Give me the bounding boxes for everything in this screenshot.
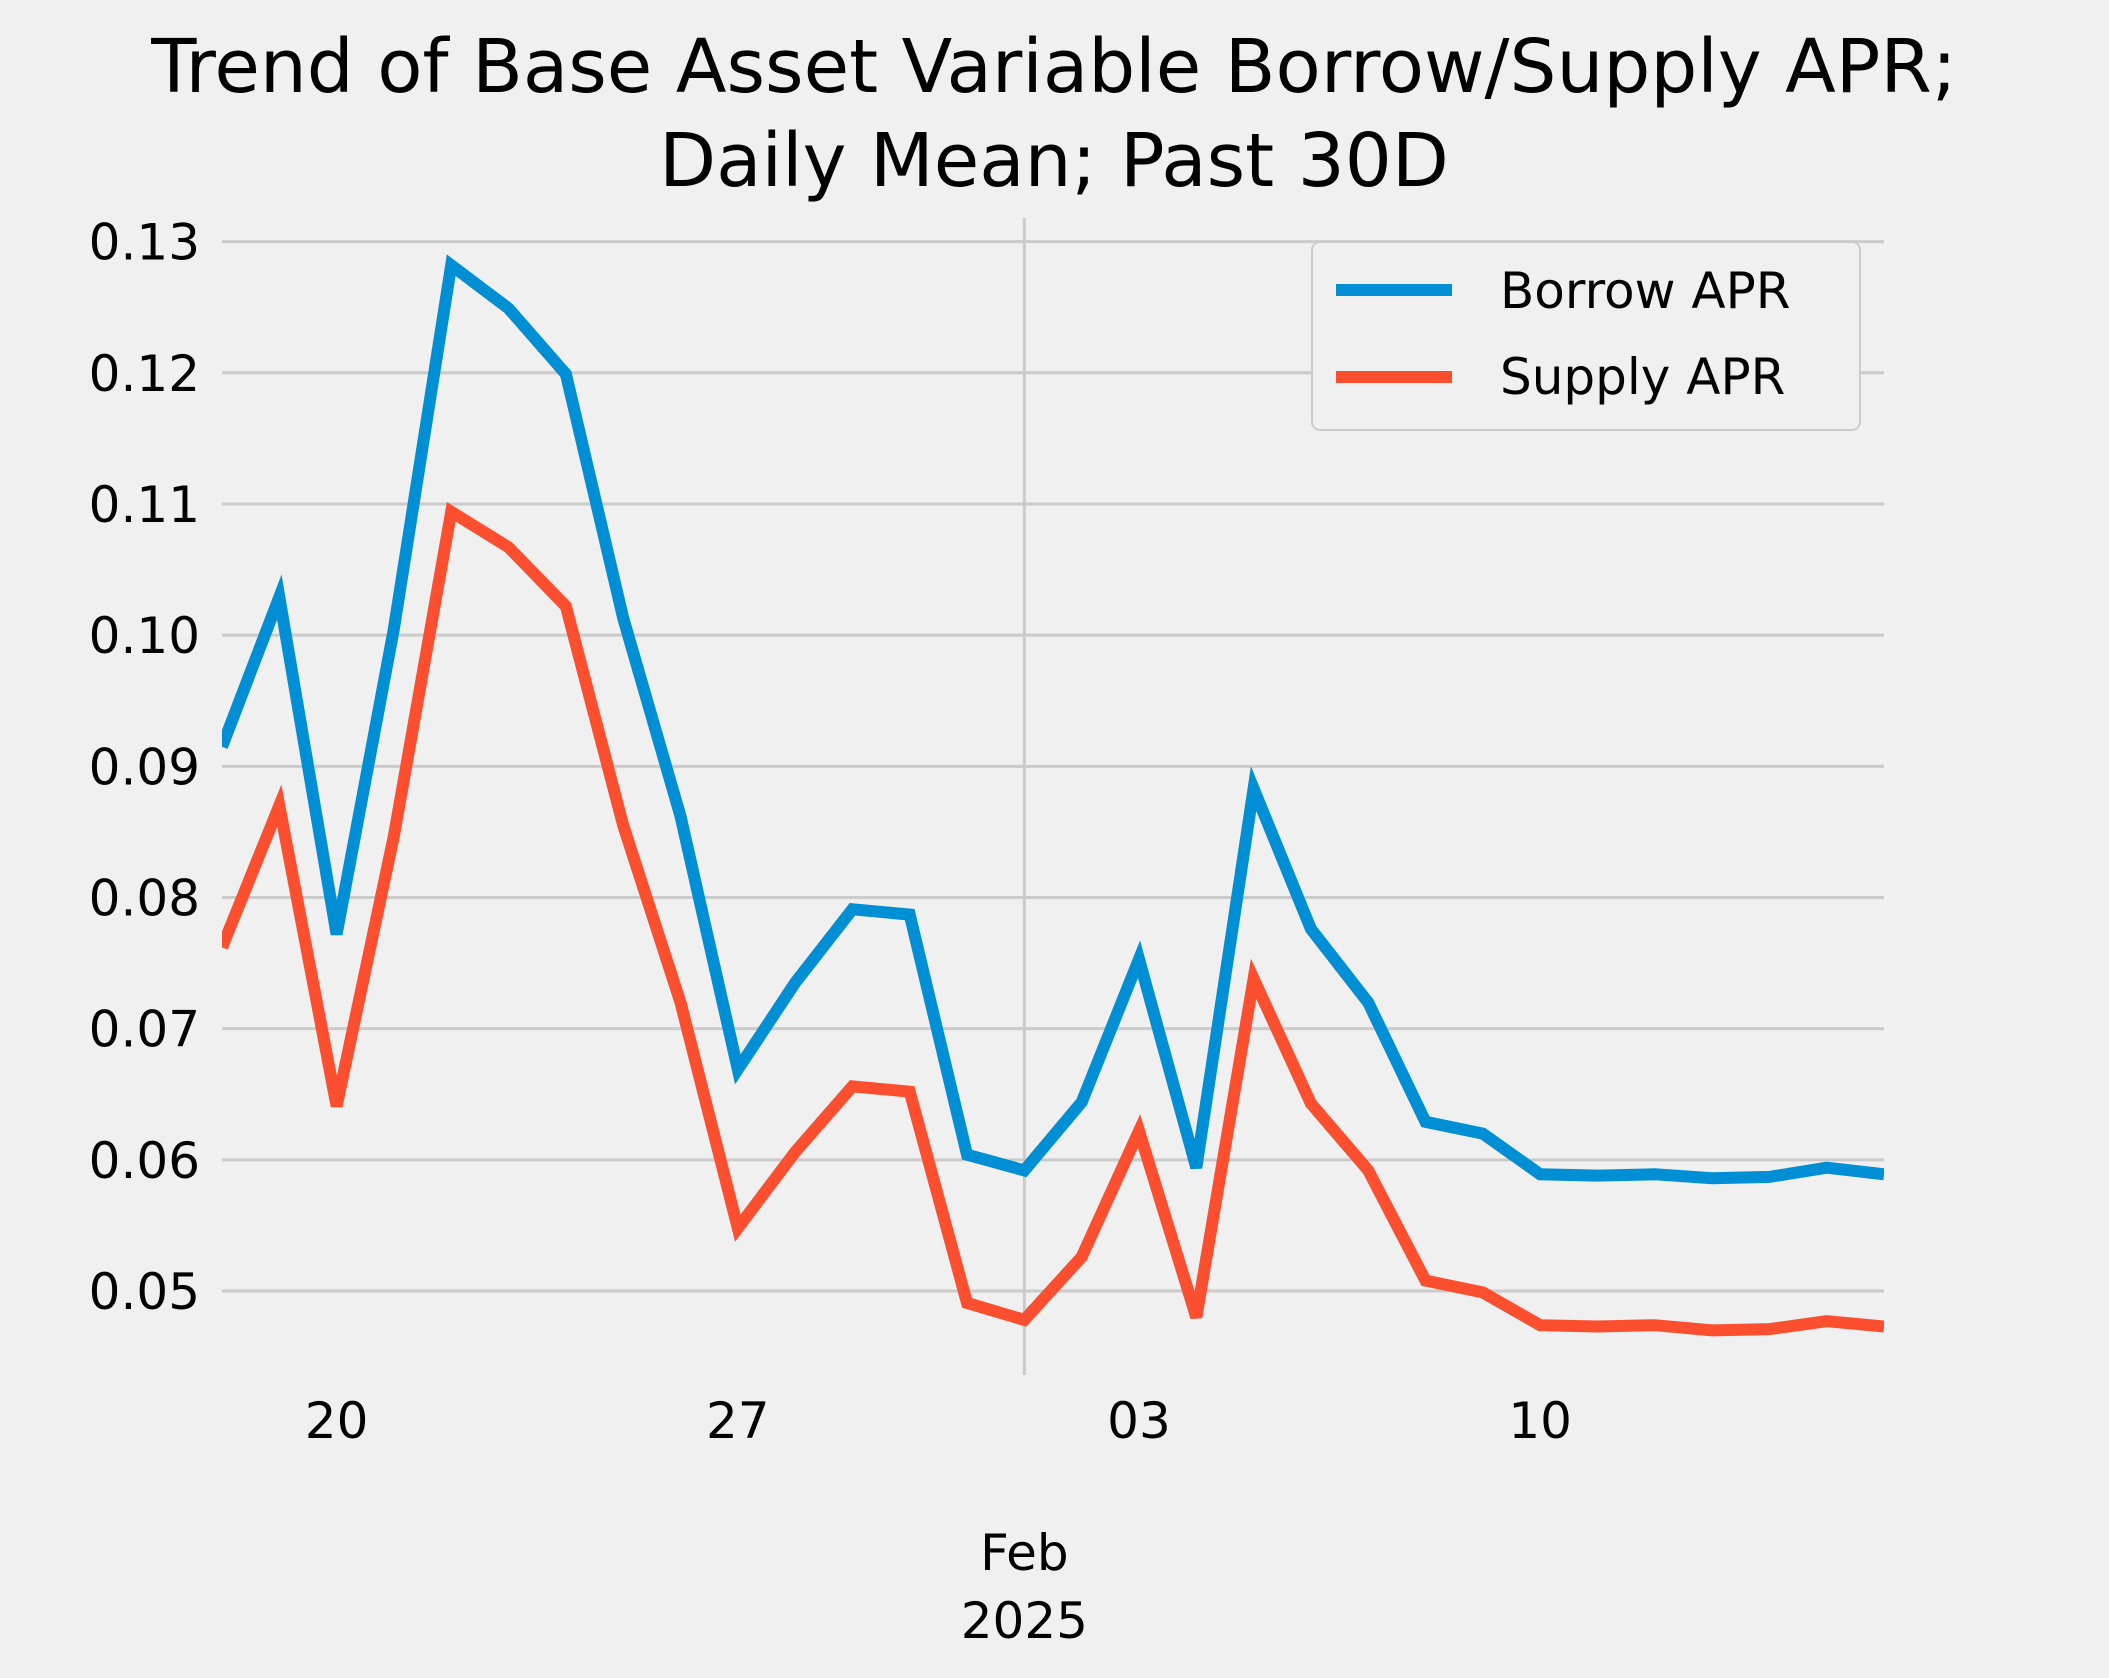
chart-title-line-1: Trend of Base Asset Variable Borrow/Supp… xyxy=(150,24,1957,110)
x-tick-label: 27 xyxy=(706,1392,770,1450)
x-month-label: Feb xyxy=(980,1524,1069,1582)
x-year-label: 2025 xyxy=(961,1592,1088,1650)
x-tick-label: 03 xyxy=(1107,1392,1171,1450)
series-line-borrow-apr xyxy=(222,254,1884,1185)
x-tick-label: 10 xyxy=(1508,1392,1572,1450)
x-tick-label: 20 xyxy=(305,1392,369,1450)
legend-label-borrow-apr: Borrow APR xyxy=(1500,262,1791,320)
y-tick-label: 0.07 xyxy=(89,1001,200,1059)
y-tick-label: 0.11 xyxy=(89,476,200,534)
y-tick-label: 0.13 xyxy=(89,214,200,272)
series-lines xyxy=(222,254,1884,1337)
grid-lines xyxy=(222,218,1884,1375)
y-tick-label: 0.05 xyxy=(89,1263,200,1321)
y-tick-label: 0.09 xyxy=(89,738,200,796)
x-axis-tick-labels: Feb 2025 20 27 03 10 xyxy=(305,1392,1572,1650)
y-tick-label: 0.08 xyxy=(89,870,200,928)
y-tick-label: 0.06 xyxy=(89,1132,200,1190)
legend: Borrow APR Supply APR xyxy=(1311,241,1861,431)
y-tick-label: 0.12 xyxy=(89,345,200,403)
y-axis-tick-labels: 0.05 0.06 0.07 0.08 0.09 0.10 0.11 0.12 0.13 xyxy=(89,214,200,1321)
chart-title-line-2: Daily Mean; Past 30D xyxy=(659,118,1449,204)
series-line-supply-apr xyxy=(222,502,1884,1337)
y-tick-label: 0.10 xyxy=(89,607,200,665)
legend-label-supply-apr: Supply APR xyxy=(1500,348,1785,406)
